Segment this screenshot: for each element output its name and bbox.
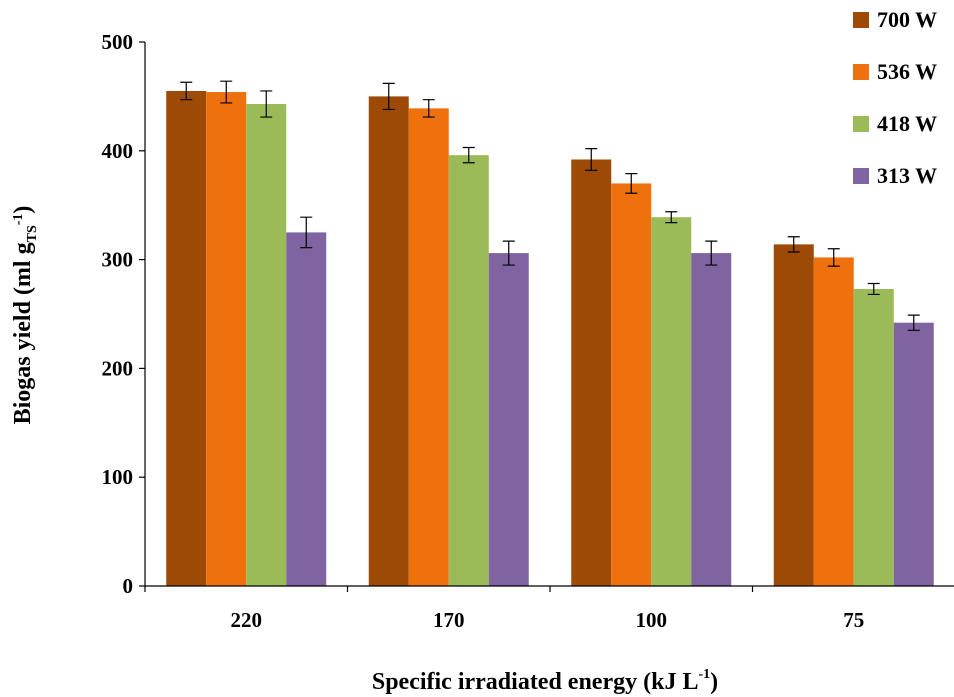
x-tick-label-100: 100 [636, 608, 668, 632]
y-tick-label-200: 200 [102, 356, 134, 380]
error-bar-313w-75 [907, 314, 920, 331]
legend-label-313w: 313 W [877, 163, 937, 188]
bar-536w-170 [408, 108, 449, 587]
error-bar-536w-220 [220, 80, 233, 104]
error-bar-313w-170 [502, 240, 515, 266]
bar-418w-75 [853, 288, 894, 586]
bar-700w-170 [368, 96, 409, 587]
error-bar-536w-100 [625, 173, 638, 194]
bar-536w-100 [611, 183, 652, 586]
x-axis-title-end: ) [710, 669, 718, 695]
error-bar-418w-75 [867, 282, 880, 296]
error-bar-536w-75 [827, 248, 840, 267]
bar-700w-100 [571, 159, 612, 586]
bar-418w-100 [651, 217, 692, 586]
y-ticks-group: 0 100 200 300 400 500 [102, 30, 145, 598]
error-bar-700w-170 [382, 82, 395, 111]
error-bar-313w-100 [705, 240, 718, 266]
y-axis-title-sub: TS [25, 225, 40, 242]
x-axis-title-sup: -1 [698, 667, 710, 682]
x-ticks-group: 220 170 100 75 [144, 586, 864, 632]
legend-swatch-536w [853, 64, 869, 80]
y-tick-label-400: 400 [102, 139, 134, 163]
y-axis-title-sup: -1 [11, 214, 26, 226]
bar-418w-220 [246, 104, 287, 587]
error-bar-313w-220 [300, 216, 313, 249]
y-tick-label-0: 0 [123, 574, 134, 598]
legend-label-700w: 700 W [877, 7, 937, 32]
error-bar-418w-170 [462, 146, 475, 164]
x-tick-label-170: 170 [433, 608, 465, 632]
error-bar-418w-100 [665, 211, 678, 224]
y-axis-title: Biogas yield (ml gTS-1) [10, 206, 40, 425]
error-bar-700w-75 [787, 236, 800, 253]
bar-418w-170 [448, 155, 489, 587]
error-bars-group [180, 80, 920, 331]
x-axis-title: Specific irradiated energy (kJ L-1) [372, 667, 718, 695]
bar-700w-220 [166, 90, 207, 587]
bar-700w-75 [773, 244, 814, 587]
bar-313w-100 [691, 253, 732, 586]
y-axis-title-end: ) [10, 206, 36, 214]
bar-536w-220 [206, 92, 247, 586]
legend-swatch-700w [853, 12, 869, 28]
bars-group [166, 90, 934, 587]
bar-313w-220 [286, 232, 327, 586]
error-bar-418w-220 [260, 90, 273, 118]
x-tick-label-75: 75 [843, 608, 864, 632]
error-bar-536w-170 [422, 99, 435, 118]
error-bar-700w-220 [180, 81, 193, 101]
legend-label-536w: 536 W [877, 59, 937, 84]
legend-swatch-418w [853, 116, 869, 132]
bar-313w-170 [488, 253, 529, 586]
legend-label-418w: 418 W [877, 111, 937, 136]
y-tick-label-300: 300 [102, 248, 134, 272]
x-axis-title-main: Specific irradiated energy (kJ L [372, 669, 699, 695]
x-tick-label-220: 220 [231, 608, 263, 632]
error-bar-700w-100 [585, 148, 598, 171]
y-axis-title-main: Biogas yield (ml g [10, 242, 36, 424]
bar-313w-75 [893, 322, 934, 586]
legend-swatch-313w [853, 168, 869, 184]
bar-536w-75 [813, 257, 854, 586]
y-tick-label-500: 500 [102, 30, 134, 54]
y-tick-label-100: 100 [102, 465, 134, 489]
legend: 700 W 536 W 418 W 313 W [853, 7, 937, 188]
